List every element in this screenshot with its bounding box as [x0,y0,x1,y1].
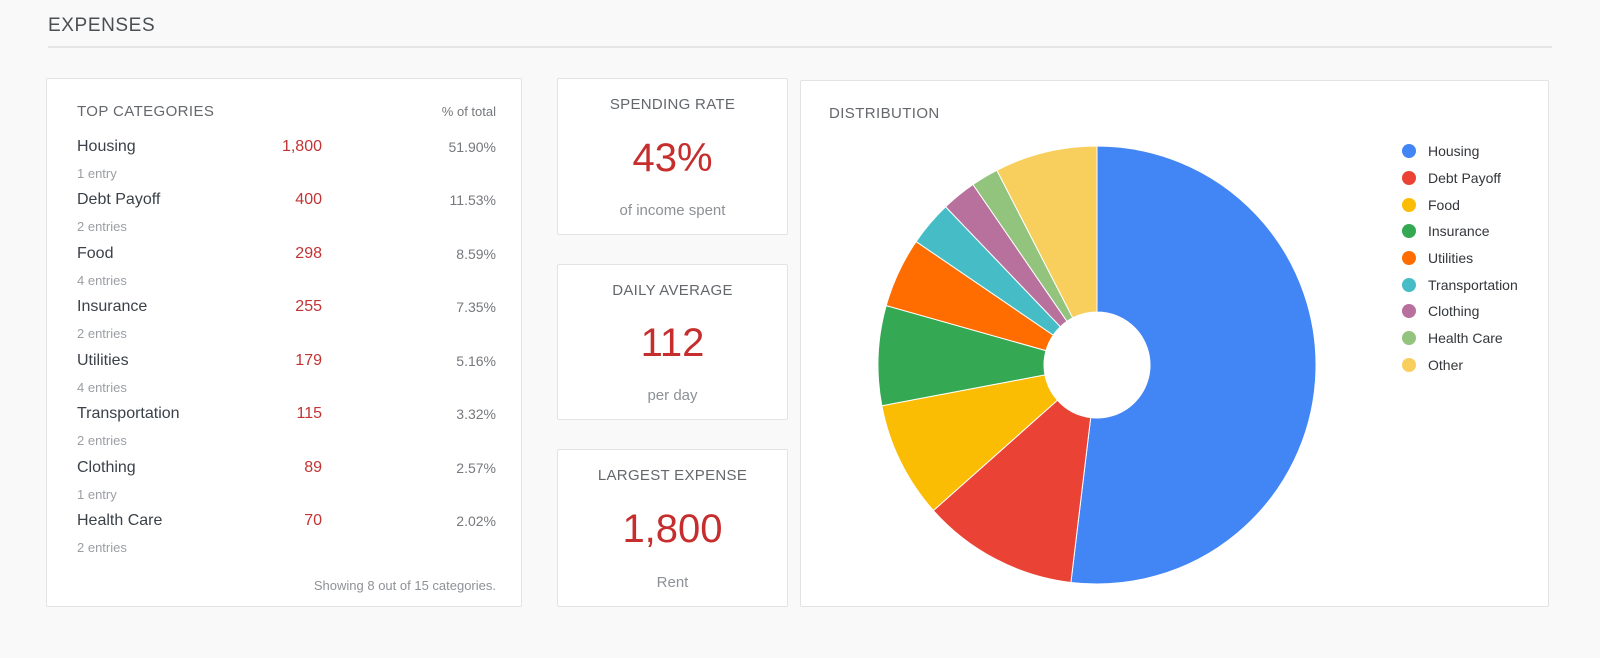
legend-item-clothing: Clothing [1402,298,1518,325]
top-categories-header: TOP CATEGORIES % of total [77,103,496,120]
pct-of-total-header: % of total [441,104,496,119]
category-entries: 1 entry [77,486,117,502]
legend-item-insurance: Insurance [1402,218,1518,245]
legend-item-health-care: Health Care [1402,325,1518,352]
category-row: Clothing 89 2.57% 1 entry [77,454,496,508]
legend-label: Insurance [1428,223,1490,240]
pie-slice-other[interactable] [996,145,1098,319]
category-pct: 2.02% [456,513,496,529]
top-categories-title: TOP CATEGORIES [77,103,215,120]
legend-dot-icon [1402,277,1416,292]
category-row: Utilities 179 5.16% 4 entries [77,347,496,401]
category-entries: 1 entry [77,165,117,181]
categories-footer: Showing 8 out of 15 categories. [313,578,496,593]
legend-item-other: Other [1402,352,1518,379]
header-divider [48,46,1552,48]
category-row: Insurance 255 7.35% 2 entries [77,294,496,348]
legend-dot-icon [1402,144,1416,159]
legend-label: Debt Payoff [1428,170,1501,187]
legend-item-debt-payoff: Debt Payoff [1402,165,1518,192]
legend-dot-icon [1402,304,1416,319]
pie-slice-debt-payoff[interactable] [932,399,1092,583]
category-pct: 3.32% [456,406,496,422]
category-entries: 2 entries [77,219,127,235]
legend-item-housing: Housing [1402,138,1518,165]
top-categories-panel: TOP CATEGORIES % of total Housing 1,800 51… [46,78,522,607]
category-value: 298 [295,244,322,262]
category-pct: 8.59% [456,245,496,262]
category-value: 89 [304,458,322,476]
pie-slice-food[interactable] [881,374,1059,512]
stat-card-subtitle: per day [647,387,698,404]
category-pct: 11.53% [449,192,496,208]
legend-dot-icon [1402,331,1416,346]
legend-label: Housing [1428,143,1480,160]
category-pct: 51.90% [448,138,496,155]
stat-card-value: 112 [640,321,705,365]
category-entries: 2 entries [77,540,127,556]
legend-item-food: Food [1402,191,1518,218]
category-name: Housing [77,137,136,155]
category-name: Food [77,244,114,262]
stat-card-value: 1,800 [622,507,723,551]
category-row: Debt Payoff 400 11.53% 2 entries [77,187,496,241]
legend-label: Other [1428,356,1464,373]
category-pct: 2.57% [456,459,496,476]
category-name: Utilities [77,351,129,369]
category-pct: 7.35% [456,299,496,315]
donut-chart[interactable] [877,145,1317,585]
legend-dot-icon [1402,357,1416,372]
category-entries: 2 entries [77,326,127,342]
legend-dot-icon [1402,171,1416,186]
legend-label: Clothing [1428,303,1480,320]
category-name: Clothing [77,458,136,476]
stat-card-daily-average: DAILY AVERAGE 112 per day [557,264,788,420]
category-value: 400 [295,191,322,208]
pie-slice-housing[interactable] [1070,145,1317,585]
category-name: Insurance [77,298,148,315]
category-name: Transportation [77,405,180,422]
category-row: Housing 1,800 51.90% 1 entry [77,133,496,187]
category-value: 179 [295,351,322,369]
category-row: Transportation 115 3.32% 2 entries [77,401,496,455]
stat-card-largest-expense: LARGEST EXPENSE 1,800 Rent [557,449,788,607]
stat-card-title: SPENDING RATE [609,96,736,113]
stat-card-value: 43% [632,135,713,180]
distribution-title: DISTRIBUTION [829,105,940,122]
category-entries: 4 entries [77,379,127,395]
category-value: 1,800 [281,137,322,155]
legend-item-utilities: Utilities [1402,245,1518,272]
legend-label: Health Care [1428,330,1503,347]
stat-card-spending-rate: SPENDING RATE 43% of income spent [557,78,788,235]
stat-card-subtitle: of income spent [619,202,726,219]
legend-label: Food [1428,196,1460,213]
category-entries: 2 entries [77,433,127,449]
category-row: Health Care 70 2.02% 2 entries [77,508,496,562]
category-value: 255 [295,298,322,315]
category-pct: 5.16% [456,352,496,369]
stat-card-title: LARGEST EXPENSE [597,467,748,484]
category-name: Health Care [77,512,163,529]
legend-item-transportation: Transportation [1402,271,1518,298]
stat-card-subtitle: Rent [656,574,689,591]
legend-label: Transportation [1428,276,1518,293]
category-rows: Housing 1,800 51.90% 1 entry Debt Payoff 400 1… [77,133,496,561]
chart-legend: Housing Debt Payoff Food Insurance Utilities… [1402,138,1518,378]
legend-dot-icon [1402,224,1416,239]
legend-dot-icon [1402,251,1416,266]
legend-label: Utilities [1428,250,1474,267]
category-entries: 4 entries [77,272,127,288]
distribution-panel: DISTRIBUTION Housing Debt Payoff Food Insur… [800,80,1549,607]
category-row: Food 298 8.59% 4 entries [77,240,496,294]
category-value: 115 [296,405,322,422]
category-value: 70 [304,512,322,529]
legend-dot-icon [1402,197,1416,212]
stat-card-title: DAILY AVERAGE [612,282,733,299]
category-name: Debt Payoff [77,191,161,208]
page-title: EXPENSES [48,15,156,36]
